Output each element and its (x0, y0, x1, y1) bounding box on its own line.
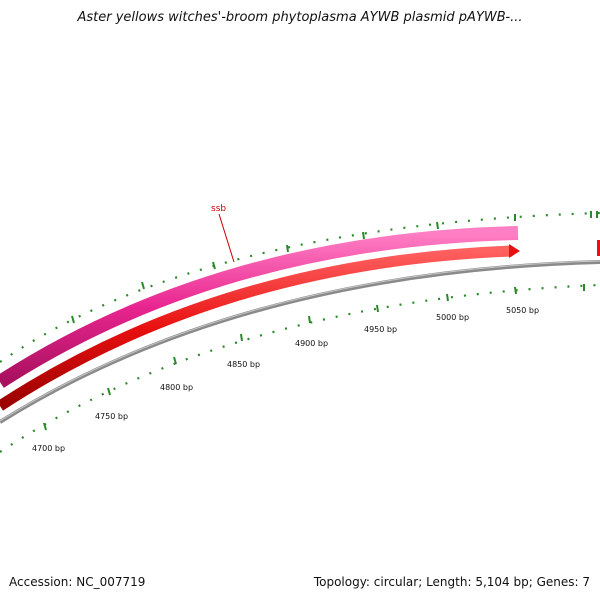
topology-footer: Topology: circular; Length: 5,104 bp; Ge… (313, 575, 590, 589)
map-title: Aster yellows witches'-broom phytoplasma… (77, 10, 523, 25)
outer-major-tick (286, 244, 289, 253)
tick-label: 4850 bp (227, 360, 260, 369)
backbone-highlight (0, 260, 600, 422)
inner-major-tick (308, 315, 311, 324)
accession-footer: Accession: NC_007719 (9, 575, 145, 589)
accession-label: Accession: (9, 575, 73, 589)
outer-major-tick (71, 315, 75, 324)
tick-label: 4950 bp (364, 325, 397, 334)
inner-major-tick (376, 304, 379, 313)
gene-track-pink (0, 226, 519, 388)
tick-label: 4750 bp (95, 412, 128, 421)
inner-major-tick (514, 286, 517, 295)
gene-label-leader (218, 213, 235, 263)
inner-major-tick (240, 333, 243, 342)
gene-label-ssb: ssb (211, 204, 226, 214)
inner-major-tick (446, 293, 449, 302)
outer-major-tick (141, 281, 145, 290)
inner-major-tick (173, 356, 177, 365)
outer-major-tick (362, 231, 365, 240)
tick-label: 5000 bp (436, 313, 469, 322)
backbone-circle (0, 260, 600, 424)
inner-major-tick (107, 387, 111, 396)
tick-label: 4800 bp (160, 383, 193, 392)
outer-major-tick (436, 221, 439, 230)
tick-labels: 4700 bp 4750 bp 4800 bp 4850 bp 4900 bp … (32, 306, 539, 453)
gene-marker-red (597, 240, 600, 256)
outer-major-tick (212, 261, 216, 270)
outer-scale-major-ticks (71, 211, 598, 324)
tick-label: 5050 bp (506, 306, 539, 315)
tick-label: 4700 bp (32, 444, 65, 453)
inner-scale-ring (0, 283, 600, 453)
inner-major-tick (43, 422, 47, 431)
accession-value: NC_007719 (76, 575, 146, 589)
inner-scale-dots (0, 283, 600, 453)
gene-track-red (0, 245, 513, 411)
tick-label: 4900 bp (295, 339, 328, 348)
inner-scale-major-ticks (43, 284, 585, 431)
gene-arrow-head (509, 244, 520, 258)
